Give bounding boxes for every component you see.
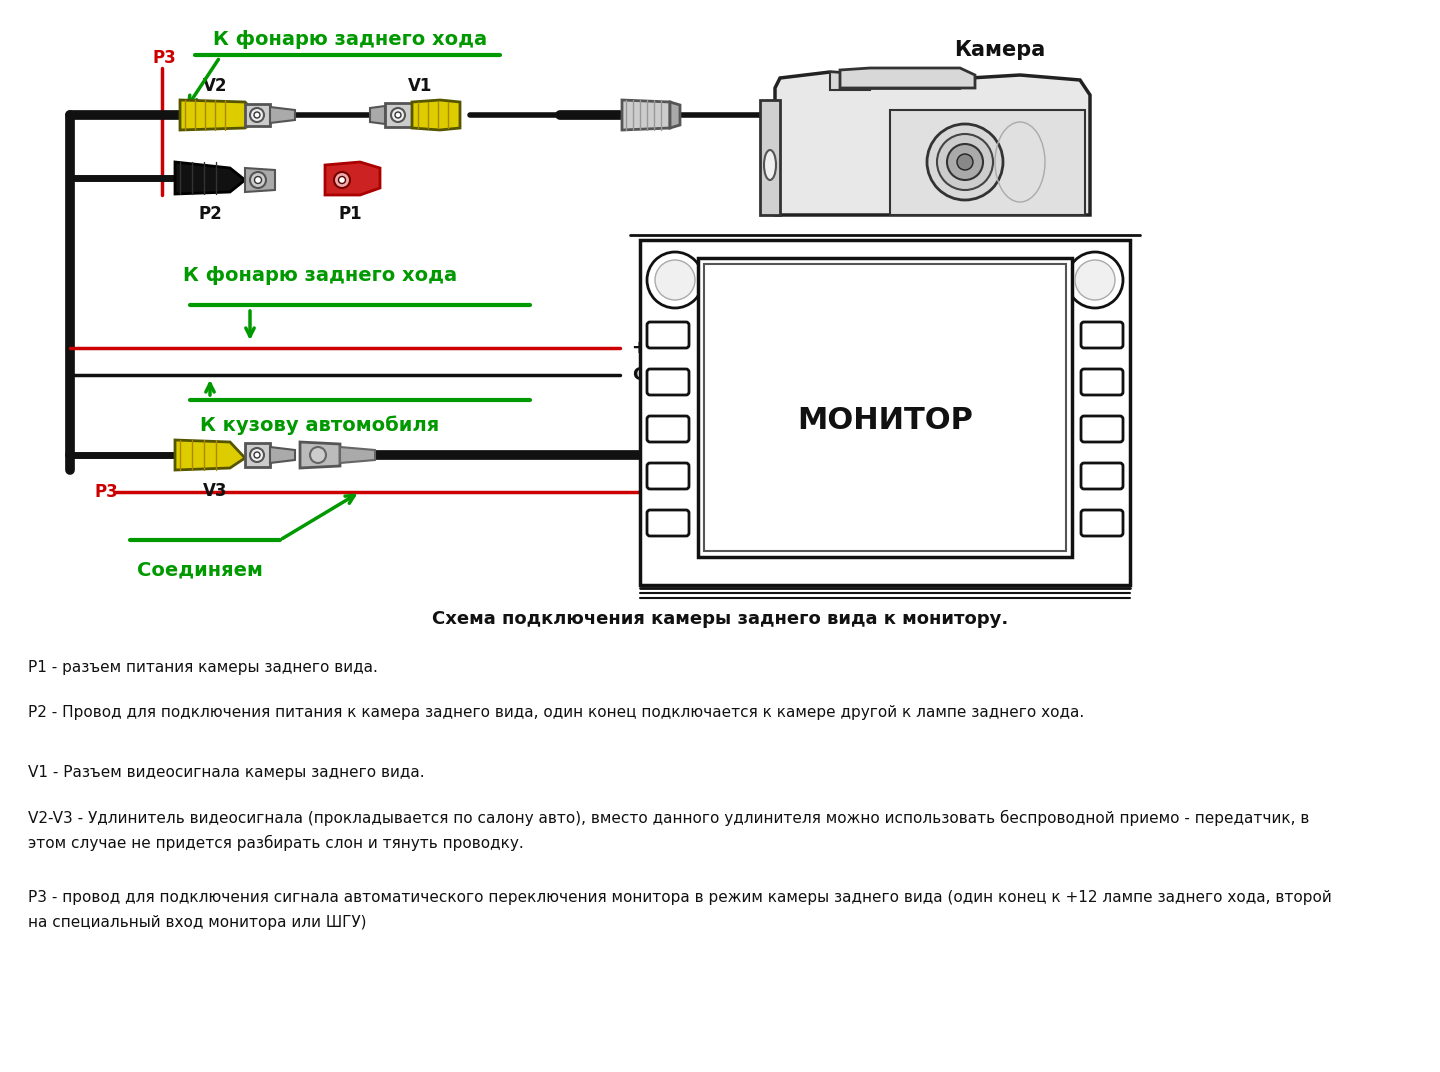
Bar — [704, 264, 1066, 551]
FancyBboxPatch shape — [647, 322, 688, 348]
Polygon shape — [670, 102, 680, 128]
Polygon shape — [325, 162, 380, 195]
Ellipse shape — [765, 150, 776, 180]
Circle shape — [958, 154, 973, 170]
Text: V2-V3 - Удлинитель видеосигнала (прокладывается по салону авто), вместо данного : V2-V3 - Удлинитель видеосигнала (проклад… — [27, 810, 1309, 827]
FancyBboxPatch shape — [647, 369, 688, 394]
Circle shape — [251, 172, 266, 188]
Polygon shape — [176, 162, 245, 194]
Circle shape — [395, 111, 400, 118]
Circle shape — [255, 177, 262, 183]
Circle shape — [392, 108, 405, 122]
FancyBboxPatch shape — [1081, 510, 1123, 536]
Polygon shape — [840, 68, 975, 88]
Circle shape — [310, 447, 325, 463]
FancyBboxPatch shape — [647, 463, 688, 489]
Text: P3 - провод для подключения сигнала автоматического переключения монитора в режи: P3 - провод для подключения сигнала авто… — [27, 890, 1332, 905]
Polygon shape — [622, 100, 670, 130]
Polygon shape — [271, 447, 295, 463]
Circle shape — [1067, 252, 1123, 308]
Text: +12 В: +12 В — [632, 339, 691, 357]
Polygon shape — [340, 447, 374, 463]
Text: V2: V2 — [203, 77, 228, 95]
Text: этом случае не придется разбирать слон и тянуть проводку.: этом случае не придется разбирать слон и… — [27, 835, 524, 851]
Circle shape — [251, 448, 264, 462]
Circle shape — [937, 134, 994, 190]
Text: V3: V3 — [203, 482, 228, 500]
Text: МОНИТОР: МОНИТОР — [798, 406, 973, 435]
Circle shape — [655, 260, 696, 300]
Polygon shape — [775, 72, 1090, 215]
FancyBboxPatch shape — [647, 416, 688, 442]
Text: P3: P3 — [153, 49, 176, 66]
FancyBboxPatch shape — [1081, 416, 1123, 442]
Polygon shape — [829, 72, 870, 90]
FancyBboxPatch shape — [647, 510, 688, 536]
Bar — [698, 258, 1071, 557]
Circle shape — [647, 252, 703, 308]
Polygon shape — [176, 440, 245, 470]
Circle shape — [338, 177, 346, 183]
Polygon shape — [245, 168, 275, 192]
Text: на специальный вход монитора или ШГУ): на специальный вход монитора или ШГУ) — [27, 915, 367, 930]
Text: V1: V1 — [408, 77, 432, 95]
Circle shape — [253, 452, 261, 458]
Text: P3: P3 — [95, 483, 118, 501]
Polygon shape — [412, 100, 459, 130]
Text: GND: GND — [632, 366, 677, 384]
Text: Схема подключения камеры заднего вида к монитору.: Схема подключения камеры заднего вида к … — [432, 610, 1008, 628]
Polygon shape — [245, 443, 271, 467]
Polygon shape — [271, 107, 295, 123]
Polygon shape — [370, 106, 384, 124]
Circle shape — [253, 111, 261, 118]
Text: P1 - разъем питания камеры заднего вида.: P1 - разъем питания камеры заднего вида. — [27, 660, 377, 675]
Circle shape — [334, 172, 350, 188]
Polygon shape — [300, 442, 340, 468]
Text: Камера: Камера — [955, 40, 1045, 60]
Text: Соединяем: Соединяем — [137, 560, 264, 579]
Text: К фонарю заднего хода: К фонарю заднего хода — [213, 30, 487, 49]
Text: К фонарю заднего хода: К фонарю заднего хода — [183, 266, 456, 285]
Text: V1 - Разъем видеосигнала камеры заднего вида.: V1 - Разъем видеосигнала камеры заднего … — [27, 765, 425, 780]
Polygon shape — [890, 110, 1084, 215]
Circle shape — [927, 124, 1004, 200]
Text: P1: P1 — [338, 205, 361, 223]
Text: P2: P2 — [199, 205, 222, 223]
Text: P2 - Провод для подключения питания к камера заднего вида, один конец подключает: P2 - Провод для подключения питания к ка… — [27, 705, 1084, 720]
Polygon shape — [384, 103, 412, 126]
Circle shape — [251, 108, 264, 122]
Polygon shape — [180, 100, 261, 130]
Polygon shape — [245, 104, 271, 126]
FancyBboxPatch shape — [1081, 369, 1123, 394]
FancyBboxPatch shape — [1081, 322, 1123, 348]
Polygon shape — [760, 100, 780, 215]
Polygon shape — [639, 240, 1130, 585]
Circle shape — [1076, 260, 1115, 300]
FancyBboxPatch shape — [1081, 463, 1123, 489]
Circle shape — [948, 144, 984, 180]
Text: К кузову автомобиля: К кузову автомобиля — [200, 415, 439, 434]
